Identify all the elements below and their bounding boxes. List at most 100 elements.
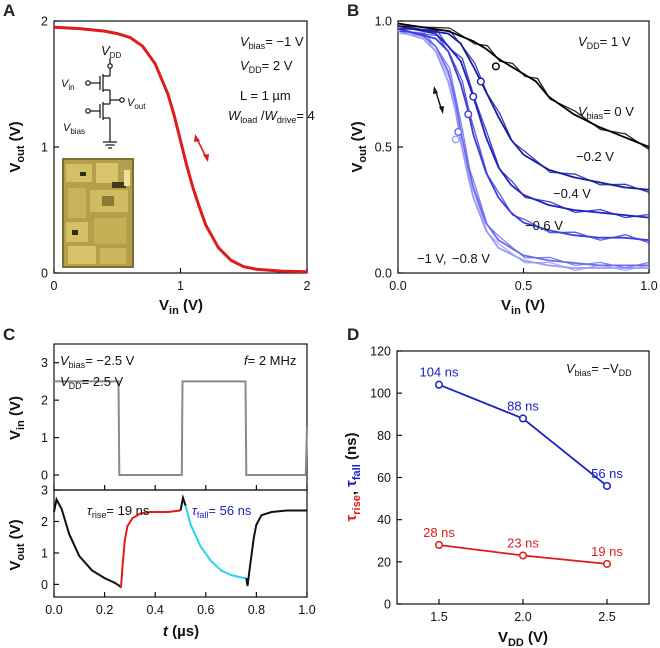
panel-d-tau_rise-point	[520, 552, 527, 559]
panel-d-ytick-label: 120	[370, 345, 391, 359]
panel-b-xtick-label: 0.0	[389, 279, 406, 293]
device-micrograph-image	[62, 158, 134, 268]
panel-b-switching-point	[465, 111, 472, 118]
panel-d-ytick-label: 100	[370, 387, 391, 401]
panel-b-ytick-label: 0.5	[375, 141, 392, 155]
panel-c-vin-trace	[54, 381, 307, 475]
circuit-vin-label: Vin	[61, 78, 75, 92]
panel-d-tau_rise-point	[436, 542, 443, 549]
panel-d-ytick-label: 0	[384, 598, 391, 612]
series-label-vbias-m02: −0.2 V	[576, 149, 614, 164]
panel-b-series-line	[398, 29, 649, 241]
panel-b-vdd-annotation: VDD= 1 V	[578, 34, 631, 51]
panel-c-bottom-xtick-label: 0.4	[147, 603, 164, 617]
panel-c-top-ytick-label: 3	[41, 356, 48, 370]
series-label-vbias-m08: −0.8 V	[452, 251, 490, 266]
inverter-circuit-diagram: VDD Vin Vout Vbias	[61, 43, 146, 148]
panel-c-top-ytick-label: 1	[41, 431, 48, 445]
panel-d-tau_rise-data-label: 19 ns	[591, 544, 623, 559]
panel-c-bottom-xtick-label: 0.0	[45, 603, 62, 617]
panel-c-bottom-ytick-label: 3	[41, 484, 48, 498]
panel-d-tau_fall-point	[436, 381, 443, 388]
panel-c-freq-annotation: f= 2 MHz	[244, 353, 296, 368]
panel-c-bottom-ytick-label: 1	[41, 546, 48, 560]
panel-a-vbias-annotation: Vbias= −1 V	[240, 34, 304, 51]
panel-b-frame	[398, 21, 649, 273]
panel-letter-b: B	[347, 1, 359, 20]
panel-d-tau_fall-point	[520, 415, 527, 422]
figure: A B C D 0 1 2012 Vin (V) Vout (V) Vbias= −…	[0, 0, 660, 648]
panel-c-top-ylabel: Vin (V)	[7, 396, 27, 440]
panel-c-bottom-xtick-label: 0.6	[197, 603, 214, 617]
panel-d-ytick-label: 20	[377, 555, 391, 569]
panel-a-ytick-label: 2	[41, 15, 48, 29]
panel-b-switching-point	[455, 129, 462, 136]
panel-b-ytick-label: 0.0	[375, 267, 392, 281]
panel-b-ytick-label: 1.0	[375, 15, 392, 29]
series-label-vbias-m06: −0.6 V	[525, 218, 563, 233]
panel-b-series-line-reverse	[400, 31, 650, 243]
panel-c-vbias-annotation: Vbias= −2.5 V	[60, 353, 135, 370]
panel-b-switching-point	[470, 93, 477, 100]
circuit-vdd-label: VDD	[101, 43, 121, 60]
panel-d-chart: 1.5 2.0 2.5 0 20 40 60 80 100 120 104 ns 88 ns 56 n…	[343, 345, 649, 648]
panel-b-switching-point	[478, 78, 485, 85]
panel-c-bottom-ytick-label: 2	[41, 515, 48, 529]
panel-a-xtick-label: 2	[304, 279, 311, 293]
panel-d-tau_fall-point	[604, 483, 611, 490]
panel-c-tau-fall-annotation: τfall= 56 ns	[192, 503, 252, 520]
panel-d-tau_fall-data-label: 104 ns	[419, 365, 459, 380]
panel-b-xlabel: Vin (V)	[501, 297, 545, 317]
series-label-vbias-0: Vbias= 0 V	[578, 104, 634, 121]
panel-a-ytick-label: 0	[41, 267, 48, 281]
panel-letter-a: A	[3, 1, 15, 20]
panel-d-vbias-annotation: Vbias= −VDD	[566, 361, 632, 378]
panel-c-top-ytick-label: 2	[41, 394, 48, 408]
circuit-vbias-label: Vbias	[63, 122, 85, 136]
panel-d-xtick-label: 1.5	[430, 610, 447, 624]
panel-c-xlabel: t (µs)	[163, 623, 199, 640]
panel-a-length-annotation: L = 1 µm	[240, 88, 291, 103]
series-label-vbias-m04: −0.4 V	[553, 186, 591, 201]
panel-c-bottom-ytick-label: 0	[41, 578, 48, 592]
panel-b-switching-point	[452, 136, 459, 143]
circuit-vout-label: Vout	[127, 97, 146, 111]
panel-a-ratio-annotation: Wload /Wdrive= 4	[228, 108, 315, 125]
panel-d-xtick-label: 2.5	[598, 610, 615, 624]
panel-c-vout-base2-segment	[246, 511, 307, 587]
panel-b-sweep-arrow	[433, 86, 444, 114]
panel-a-ytick-label: 1	[41, 141, 48, 155]
panel-c-vout-rise-segment	[121, 511, 181, 588]
panel-c-chart: 01230.0 0.2 0.4 0.6 0.8 1.00123 Vbias= −2.5 V…	[7, 344, 316, 640]
panel-c-bottom-xtick-label: 0.2	[96, 603, 113, 617]
panel-c-vout-fall-start-segment	[181, 498, 186, 511]
panel-d-tau_fall-data-label: 88 ns	[507, 398, 539, 413]
panel-a-xtick-label: 0	[51, 279, 58, 293]
panel-b-xtick-label: 0.5	[515, 279, 532, 293]
panel-a-xlabel: Vin (V)	[159, 297, 203, 317]
panel-d-ytick-label: 60	[377, 471, 391, 485]
panel-b-switching-point	[493, 63, 500, 70]
panel-b-ylabel: Vout (V)	[349, 121, 369, 172]
panel-d-ytick-label: 80	[377, 429, 391, 443]
panel-c-bottom-xtick-label: 0.8	[248, 603, 265, 617]
panel-d-tau_rise-data-label: 28 ns	[423, 525, 455, 540]
panel-c-bottom-ylabel: Vout (V)	[7, 519, 27, 570]
panel-d-tau_rise-point	[604, 561, 611, 568]
panel-a-chart: 0 1 2 0 1 2 Vin (V) Vout (V) Vbias= −1 V VDD=…	[7, 15, 315, 318]
panel-d-xlabel: VDD (V)	[498, 629, 548, 648]
panel-a-ylabel: Vout (V)	[7, 121, 27, 172]
panel-d-tau_rise-data-label: 23 ns	[507, 536, 539, 551]
panel-c-vdd-annotation: VDD= 2.5 V	[60, 374, 124, 391]
panel-a-sweep-arrow	[194, 134, 209, 162]
panel-b-series-line	[398, 26, 649, 218]
panel-b-series-line	[398, 29, 649, 266]
panel-a-vdd-annotation: VDD= 2 V	[240, 58, 293, 75]
panel-b-series-line-reverse	[400, 29, 650, 218]
panel-d-xtick-label: 2.0	[514, 610, 531, 624]
panel-letter-d: D	[347, 325, 359, 344]
panel-letter-c: C	[3, 325, 15, 344]
panel-a-xtick-label: 1	[177, 279, 184, 293]
panel-b-chart: 0.0 0.5 1.0 0.0 0.5 1.0 Vin (V) Vout (V) VDD=…	[349, 15, 658, 318]
panel-c-bottom-xtick-label: 1.0	[298, 603, 315, 617]
